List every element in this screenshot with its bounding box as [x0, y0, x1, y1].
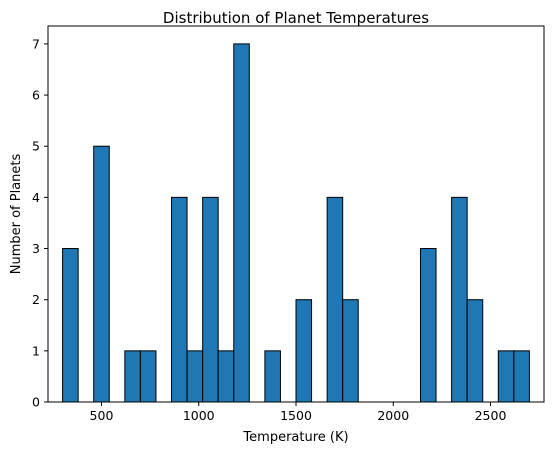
- histogram-bar-15: [295, 299, 313, 403]
- histogram-bar-10: [217, 350, 235, 403]
- histogram-bar-11: [233, 43, 250, 403]
- histogram-bar-26: [466, 299, 484, 403]
- x-tick-label: 1500: [280, 408, 312, 423]
- x-tick-label: 2500: [475, 408, 507, 423]
- y-axis-label: Number of Planets: [9, 154, 24, 275]
- chart-title: Distribution of Planet Temperatures: [163, 9, 429, 27]
- y-axis-ticks: 0 1 2 3 4 5 6 7: [32, 36, 48, 410]
- histogram-bar-13: [264, 350, 281, 403]
- bars-group: [62, 43, 530, 403]
- histogram-bar-0: [62, 248, 79, 403]
- x-axis-label: Temperature (K): [242, 430, 348, 445]
- histogram-bar-8: [186, 350, 204, 403]
- y-tick-label: 3: [32, 241, 40, 256]
- x-axis-ticks: 500 1000 1500 2000 2500: [90, 402, 507, 423]
- histogram-bar-4: [124, 350, 141, 403]
- histogram-bar-7: [171, 196, 188, 403]
- histogram-bar-28: [497, 350, 515, 403]
- histogram-bar-25: [451, 196, 468, 403]
- histogram-bar-18: [342, 299, 359, 403]
- y-tick-label: 6: [32, 88, 40, 103]
- histogram-bar-29: [513, 350, 530, 403]
- x-tick-label: 500: [90, 408, 114, 423]
- histogram-bar-2: [93, 145, 110, 403]
- y-tick-label: 2: [32, 292, 40, 307]
- x-tick-label: 2000: [377, 408, 409, 423]
- histogram-bar-17: [326, 196, 344, 403]
- histogram-bar-5: [139, 350, 157, 403]
- y-tick-label: 1: [32, 343, 40, 358]
- x-tick-label: 1000: [183, 408, 215, 423]
- y-tick-label: 4: [32, 190, 40, 205]
- histogram-bar-23: [419, 248, 437, 403]
- y-tick-label: 0: [32, 395, 40, 410]
- y-tick-label: 5: [32, 139, 40, 154]
- y-tick-label: 7: [32, 36, 40, 51]
- histogram-bar-9: [202, 196, 219, 403]
